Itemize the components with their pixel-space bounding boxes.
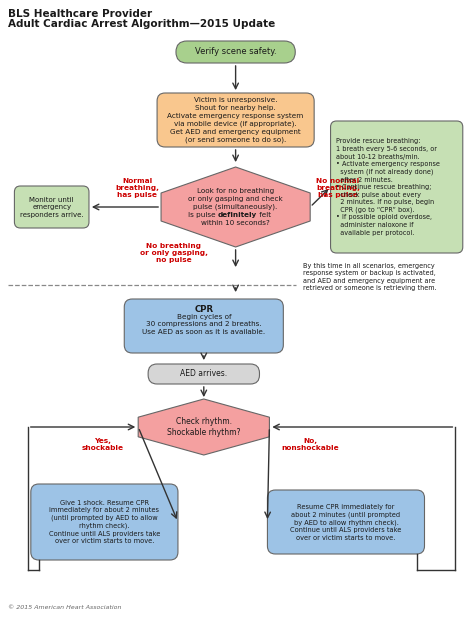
FancyBboxPatch shape bbox=[157, 93, 314, 147]
Text: felt: felt bbox=[257, 212, 272, 218]
Text: No breathing
or only gasping,
no pulse: No breathing or only gasping, no pulse bbox=[140, 243, 208, 263]
Text: © 2015 American Heart Association: © 2015 American Heart Association bbox=[8, 605, 121, 610]
Polygon shape bbox=[138, 399, 269, 455]
Text: or only gasping and check: or only gasping and check bbox=[188, 196, 283, 202]
Polygon shape bbox=[161, 167, 310, 247]
Text: Yes,
shockable: Yes, shockable bbox=[82, 439, 123, 451]
Text: Adult Cardiac Arrest Algorithm—2015 Update: Adult Cardiac Arrest Algorithm—2015 Upda… bbox=[8, 19, 275, 29]
Text: Resume CPR immediately for
about 2 minutes (until prompted
by AED to allow rhyth: Resume CPR immediately for about 2 minut… bbox=[290, 504, 401, 541]
Text: Normal
breathing,
has pulse: Normal breathing, has pulse bbox=[115, 178, 159, 198]
Text: pulse (simultaneously).: pulse (simultaneously). bbox=[193, 204, 278, 210]
FancyBboxPatch shape bbox=[330, 121, 463, 253]
FancyBboxPatch shape bbox=[31, 484, 178, 560]
Text: Give 1 shock. Resume CPR
immediately for about 2 minutes
(until prompted by AED : Give 1 shock. Resume CPR immediately for… bbox=[49, 500, 160, 544]
FancyBboxPatch shape bbox=[14, 186, 89, 228]
Text: BLS Healthcare Provider: BLS Healthcare Provider bbox=[8, 9, 152, 19]
FancyBboxPatch shape bbox=[148, 364, 259, 384]
Text: definitely: definitely bbox=[218, 212, 257, 218]
Text: Victim is unresponsive.
Shout for nearby help.
Activate emergency response syste: Victim is unresponsive. Shout for nearby… bbox=[167, 97, 304, 143]
Text: Provide rescue breathing:
1 breath every 5-6 seconds, or
about 10-12 breaths/min: Provide rescue breathing: 1 breath every… bbox=[336, 139, 439, 236]
Text: By this time in all scenarios, emergency
response system or backup is activated,: By this time in all scenarios, emergency… bbox=[303, 262, 437, 291]
FancyBboxPatch shape bbox=[176, 41, 295, 63]
Text: CPR: CPR bbox=[194, 306, 213, 314]
Text: No normal
breathing,
has pulse: No normal breathing, has pulse bbox=[316, 178, 360, 198]
Text: Verify scene safety.: Verify scene safety. bbox=[195, 48, 276, 56]
Text: No,
nonshockable: No, nonshockable bbox=[282, 439, 339, 451]
Text: Monitor until
emergency
responders arrive.: Monitor until emergency responders arriv… bbox=[20, 196, 83, 218]
FancyBboxPatch shape bbox=[267, 490, 425, 554]
Text: Look for no breathing: Look for no breathing bbox=[197, 188, 274, 194]
Text: Is pulse: Is pulse bbox=[188, 212, 218, 218]
Text: Check rhythm.
Shockable rhythm?: Check rhythm. Shockable rhythm? bbox=[167, 417, 240, 437]
FancyBboxPatch shape bbox=[124, 299, 283, 353]
Text: within 10 seconds?: within 10 seconds? bbox=[201, 220, 270, 226]
Text: AED arrives.: AED arrives. bbox=[180, 369, 228, 379]
Text: Begin cycles of
30 compressions and 2 breaths.
Use AED as soon as it is availabl: Begin cycles of 30 compressions and 2 br… bbox=[142, 314, 265, 334]
